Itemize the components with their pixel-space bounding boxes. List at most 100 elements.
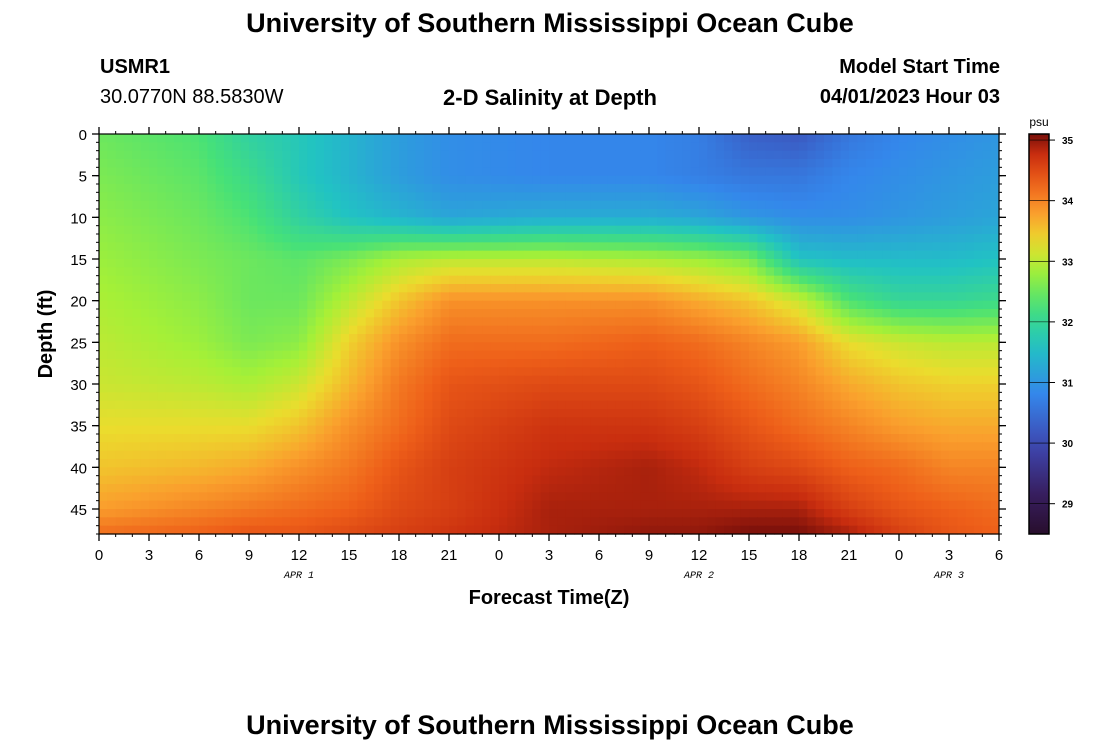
heatmap-cell: [132, 209, 142, 218]
heatmap-cell: [557, 259, 567, 268]
heatmap-cell: [857, 275, 867, 285]
heatmap-cell: [974, 225, 983, 235]
heatmap-cell: [890, 309, 900, 318]
heatmap-cell: [382, 425, 392, 435]
heatmap-cell: [732, 334, 742, 343]
heatmap-cell: [415, 417, 425, 427]
heatmap-cell: [790, 192, 800, 202]
heatmap-cell: [207, 342, 217, 352]
heatmap-cell: [699, 450, 708, 460]
heatmap-cell: [340, 359, 350, 368]
heatmap-cell: [382, 367, 392, 377]
heatmap-cell: [949, 250, 958, 260]
heatmap-cell: [315, 250, 325, 260]
heatmap-cell: [665, 267, 675, 277]
heatmap-cell: [907, 259, 917, 268]
heatmap-cell: [174, 217, 183, 227]
heatmap-cell: [982, 342, 992, 352]
heatmap-cell: [240, 367, 250, 377]
heatmap-cell: [257, 209, 267, 218]
heatmap-cell: [840, 500, 850, 510]
heatmap-cell: [299, 200, 308, 210]
heatmap-cell: [874, 409, 883, 418]
heatmap-cell: [632, 159, 642, 168]
heatmap-cell: [332, 275, 342, 285]
heatmap-cell: [299, 242, 308, 252]
heatmap-cell: [207, 442, 217, 452]
heatmap-cell: [857, 300, 867, 310]
heatmap-cell: [849, 292, 858, 302]
heatmap-cell: [699, 367, 708, 377]
heatmap-cell: [815, 484, 825, 493]
heatmap-cell: [432, 467, 442, 477]
heatmap-cell: [665, 425, 675, 435]
heatmap-cell: [424, 142, 433, 152]
heatmap-cell: [657, 325, 667, 335]
heatmap-cell: [157, 292, 167, 302]
heatmap-cell: [915, 442, 925, 452]
heatmap-cell: [724, 184, 733, 193]
heatmap-cell: [149, 450, 158, 460]
heatmap-cell: [757, 175, 767, 185]
heatmap-cell: [782, 442, 792, 452]
heatmap-cell: [899, 467, 908, 477]
heatmap-cell: [274, 284, 283, 293]
heatmap-cell: [907, 175, 917, 185]
heatmap-cell: [315, 234, 325, 243]
heatmap-cell: [274, 300, 283, 310]
heatmap-cell: [232, 409, 242, 418]
heatmap-cell: [299, 392, 308, 402]
heatmap-cell: [982, 159, 992, 168]
heatmap-cell: [632, 500, 642, 510]
heatmap-cell: [482, 292, 492, 302]
heatmap-cell: [340, 184, 350, 193]
heatmap-cell: [124, 300, 133, 310]
heatmap-cell: [157, 267, 167, 277]
heatmap-cell: [499, 484, 508, 493]
heatmap-cell: [224, 150, 233, 160]
heatmap-cell: [765, 509, 775, 518]
heatmap-cell: [99, 175, 108, 185]
heatmap-cell: [499, 134, 508, 143]
heatmap-cell: [957, 467, 967, 477]
heatmap-cell: [357, 475, 367, 485]
heatmap-cell: [774, 292, 783, 302]
heatmap-cell: [740, 484, 750, 493]
heatmap-cell: [540, 250, 550, 260]
heatmap-cell: [815, 367, 825, 377]
heatmap-cell: [432, 267, 442, 277]
heatmap-cell: [199, 300, 208, 310]
heatmap-cell: [982, 409, 992, 418]
heatmap-cell: [624, 350, 633, 360]
heatmap-cell: [990, 317, 1000, 327]
heatmap-cell: [949, 375, 958, 385]
heatmap-cell: [915, 217, 925, 227]
heatmap-cell: [590, 334, 600, 343]
heatmap-cell: [807, 425, 817, 435]
heatmap-cell: [749, 275, 758, 285]
heatmap-cell: [682, 442, 692, 452]
heatmap-cell: [482, 192, 492, 202]
heatmap-cell: [449, 292, 458, 302]
heatmap-cell: [490, 167, 500, 177]
heatmap-cell: [140, 134, 150, 143]
heatmap-cell: [315, 475, 325, 485]
heatmap-cell: [699, 484, 708, 493]
heatmap-cell: [432, 292, 442, 302]
heatmap-cell: [382, 359, 392, 368]
heatmap-cell: [774, 234, 783, 243]
heatmap-cell: [365, 467, 375, 477]
heatmap-cell: [282, 284, 292, 293]
heatmap-cell: [215, 175, 225, 185]
heatmap-cell: [440, 409, 450, 418]
heatmap-cell: [282, 150, 292, 160]
heatmap-cell: [249, 475, 258, 485]
heatmap-cell: [824, 175, 833, 185]
heatmap-cell: [149, 325, 158, 335]
heatmap-cell: [307, 484, 317, 493]
heatmap-cell: [674, 184, 683, 193]
heatmap-cell: [507, 209, 517, 218]
heatmap-cell: [390, 384, 400, 393]
heatmap-cell: [615, 275, 625, 285]
heatmap-cell: [590, 250, 600, 260]
